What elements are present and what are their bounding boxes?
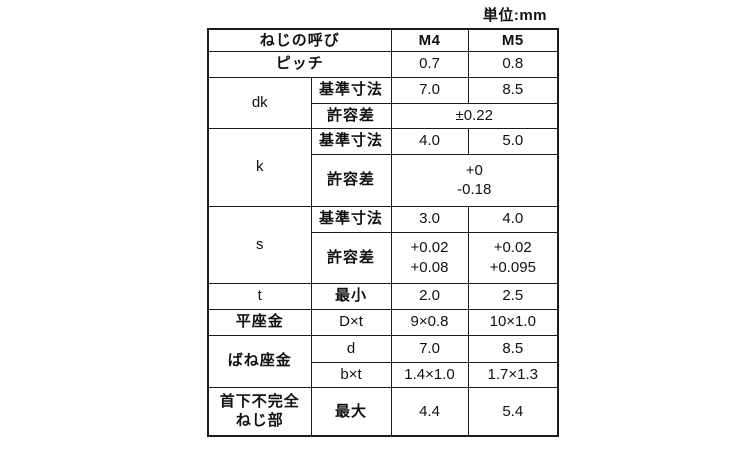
value-cell: 2.0 — [390, 282, 469, 310]
sub-label-basic-dimension: 基準寸法 — [310, 127, 392, 155]
value-cell: 7.0 — [390, 334, 469, 363]
unit-label: 単位:mm — [482, 7, 547, 24]
value-cell: 9×0.8 — [390, 308, 469, 336]
row-label-k: k — [207, 127, 312, 207]
sub-label-tolerance: 許容差 — [310, 102, 392, 129]
table-row: dk 基準寸法 7.0 8.5 — [207, 76, 559, 129]
row-label-incomplete-thread: 首下不完全 ねじ部 — [207, 386, 312, 437]
value-cell: +0.02 +0.08 — [390, 231, 469, 284]
table-row: ばね座金 d 7.0 8.5 — [207, 334, 559, 388]
table-row: k 基準寸法 4.0 5.0 — [207, 127, 559, 207]
table-row: 平座金 D×t 9×0.8 10×1.0 — [207, 308, 559, 336]
row-label-spring-washer: ばね座金 — [207, 334, 312, 388]
sub-label-maximum: 最大 — [310, 386, 392, 437]
value-cell: 7.0 — [390, 76, 469, 104]
sub-label-tolerance: 許容差 — [310, 153, 392, 207]
value-cell: +0.02 +0.095 — [467, 231, 559, 284]
value-cell: 8.5 — [467, 334, 559, 363]
value-cell: 3.0 — [390, 205, 469, 233]
value-cell: 1.4×1.0 — [390, 361, 469, 388]
sub-label-dxt: D×t — [310, 308, 392, 336]
sub-label-minimum: 最小 — [310, 282, 392, 310]
value-cell: 5.4 — [467, 386, 559, 437]
table-row: 首下不完全 ねじ部 最大 4.4 5.4 — [207, 386, 559, 437]
table-row: 許容差 +0 -0.18 — [208, 153, 559, 207]
value-cell: 5.0 — [467, 127, 559, 155]
value-cell-merged: ±0.22 — [390, 102, 559, 129]
table-row: ピッチ 0.7 0.8 — [207, 50, 559, 78]
table-row: ねじの呼び M4 M5 — [207, 28, 559, 52]
value-cell: 4.4 — [390, 386, 469, 437]
value-cell-merged: +0 -0.18 — [390, 153, 559, 207]
row-label-s: s — [207, 205, 312, 284]
value-cell: 1.7×1.3 — [467, 361, 559, 388]
sub-label-basic-dimension: 基準寸法 — [310, 76, 392, 104]
value-cell: 4.0 — [467, 205, 559, 233]
value-cell: 8.5 — [467, 76, 559, 104]
col-header-m5: M5 — [467, 28, 559, 52]
value-cell: 0.7 — [390, 50, 469, 78]
row-label-t: t — [207, 282, 312, 310]
screw-spec-table: ねじの呼び M4 M5 ピッチ 0.7 0.8 dk 基準寸法 7.0 8.5 … — [207, 28, 560, 437]
row-label-flat-washer: 平座金 — [207, 308, 312, 336]
value-cell: 0.8 — [467, 50, 559, 78]
col-header-m4: M4 — [390, 28, 469, 52]
table-row: 許容差 ±0.22 — [208, 102, 559, 129]
value-cell: 4.0 — [390, 127, 469, 155]
row-label-dk: dk — [207, 76, 312, 129]
header-thread-designation: ねじの呼び — [207, 28, 392, 52]
sub-label-d: d — [310, 334, 392, 363]
row-label-pitch: ピッチ — [207, 50, 392, 78]
sub-label-bxt: b×t — [310, 361, 392, 388]
table-row: b×t 1.4×1.0 1.7×1.3 — [208, 361, 559, 388]
spec-table-container: 単位:mm ねじの呼び M4 M5 ピッチ 0.7 0.8 — [207, 4, 560, 437]
value-cell: 2.5 — [467, 282, 559, 310]
sub-label-basic-dimension: 基準寸法 — [310, 205, 392, 233]
table-row: t 最小 2.0 2.5 — [207, 282, 559, 310]
sub-label-tolerance: 許容差 — [310, 231, 392, 284]
value-cell: 10×1.0 — [467, 308, 559, 336]
table-row: 許容差 +0.02 +0.08 +0.02 +0.095 — [208, 231, 559, 284]
table-row: s 基準寸法 3.0 4.0 — [207, 205, 559, 284]
